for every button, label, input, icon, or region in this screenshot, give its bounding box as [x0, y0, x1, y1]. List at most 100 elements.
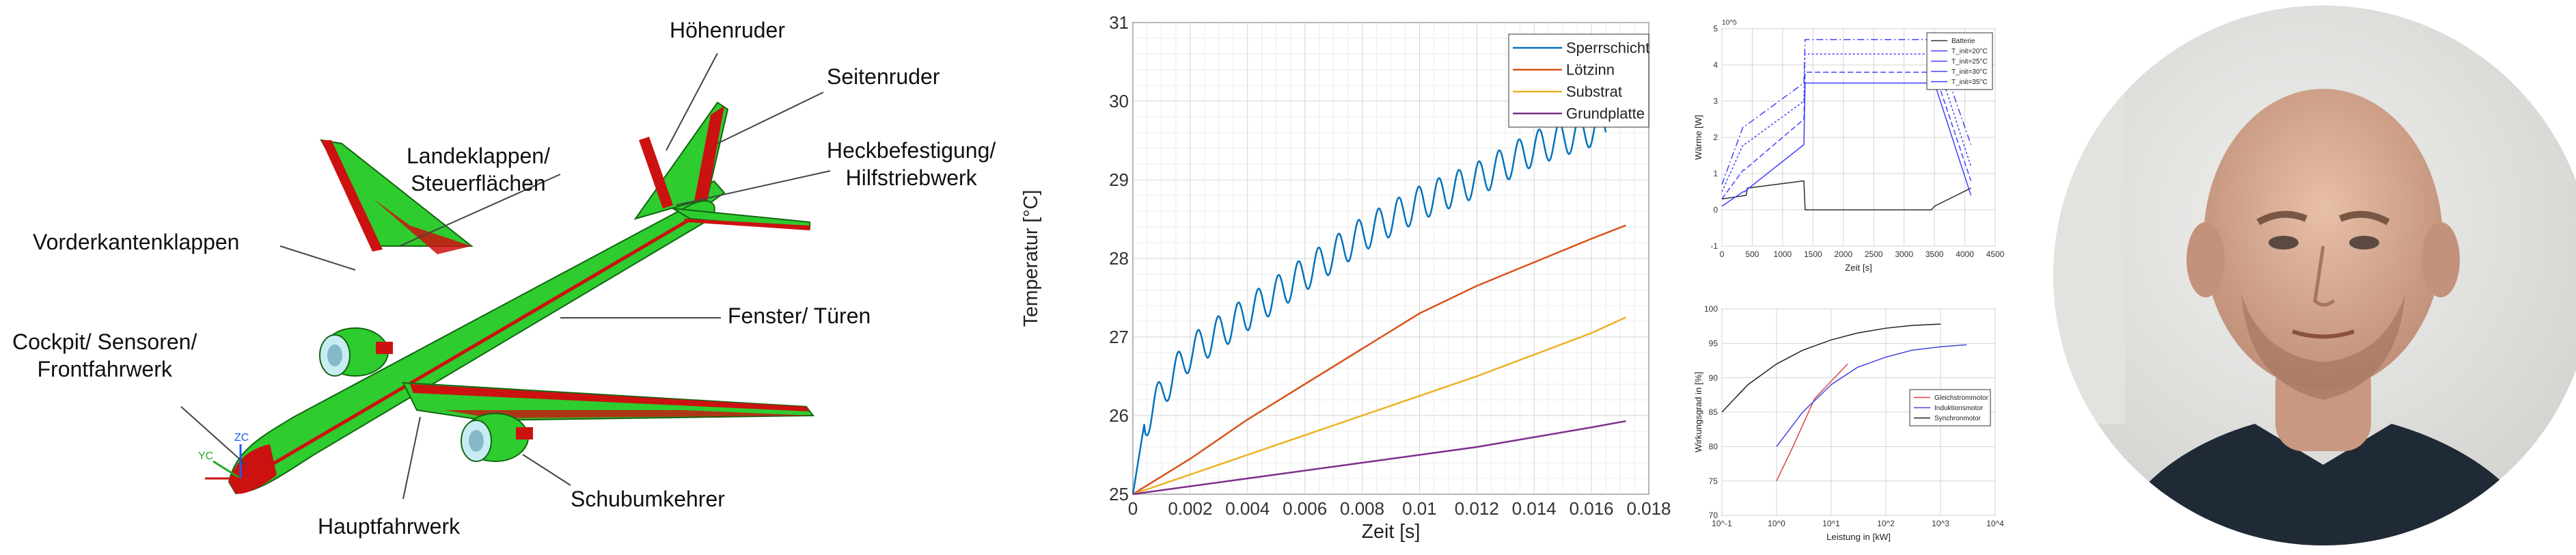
series-line-2: [1132, 224, 1626, 496]
y-tick-label: 100: [1704, 304, 1718, 314]
elevator-top: [639, 137, 673, 208]
temperature-chart: 0 0.002 0.004 0.006 0.008 0.01 0.012 0.014 0.016…: [1020, 12, 1671, 543]
x-tick-label: 4000: [1956, 249, 1974, 259]
x-tick-label: 500: [1745, 249, 1759, 259]
nose: [2313, 245, 2335, 307]
series-line-1: [1776, 364, 1848, 481]
y-tick-label: 0: [1713, 205, 1718, 215]
label-landeklappen-line2: Steuerflächen: [411, 171, 546, 195]
near-wing-flaps: [444, 410, 813, 418]
label-seitenruder: Seitenruder: [827, 64, 940, 89]
y-tick-label: 31: [1109, 12, 1129, 33]
y-tick-label: 2: [1713, 133, 1718, 142]
legend-entry-4: Grundplatte: [1566, 105, 1645, 122]
x-axis-label: Leistung in [kW]: [1826, 532, 1891, 542]
zc-axis-label: ZC: [234, 432, 249, 444]
x-tick-label: 10^3: [1932, 519, 1949, 528]
x-tick-label: 1500: [1804, 249, 1822, 259]
y-tick-label: 5: [1713, 24, 1718, 33]
x-tick-label: 0.002: [1168, 498, 1212, 519]
label-landeklappen: Landeklappen/ Steuerflächen: [407, 142, 550, 197]
x-axis-label: Zeit [s]: [1362, 521, 1421, 543]
x-tick-label: 2000: [1834, 249, 1852, 259]
x-tick-label: 0.018: [1626, 498, 1671, 519]
portrait-photo: [2053, 5, 2576, 545]
y-axis-label: Wirkungsgrad in [%]: [1695, 372, 1703, 452]
series-line-3: [1132, 316, 1626, 496]
x-tick-label: 10^1: [1822, 519, 1840, 528]
legend-entry-3: Synchronmotor: [1934, 415, 1981, 422]
x-tick-label: 3500: [1926, 249, 1944, 259]
x-tick-label: 0.014: [1512, 498, 1557, 519]
near-wing-leading-edge: [410, 384, 810, 411]
legend: Sperrschicht Lötzinn Substrat Grundplatte: [1508, 33, 1649, 128]
portrait-panel: [2029, 0, 2576, 552]
y-tick-label: 29: [1109, 170, 1129, 190]
y-axis-label: Temperatur [°C]: [1020, 190, 1042, 327]
engine-left: [319, 327, 393, 377]
eyebrows: [2256, 211, 2390, 226]
x-tick-label: 0: [1128, 498, 1138, 519]
x-tick-label: 10^-1: [1712, 519, 1732, 528]
legend-entry-2: Lötzinn: [1566, 62, 1615, 79]
y-tick-label: 26: [1109, 405, 1129, 426]
series-line-4: [1132, 420, 1626, 496]
y-tick-label: -1: [1710, 241, 1718, 251]
aircraft-panel: ZC YC Höhenruder Seitenruder Landeklappe…: [0, 0, 1018, 552]
label-fenster-tueren: Fenster/ Türen: [728, 303, 871, 328]
x-tick-label: 3000: [1895, 249, 1913, 259]
x-tick-label: 1000: [1774, 249, 1792, 259]
x-tick-label: 10^2: [1877, 519, 1895, 528]
y-tick-label: 80: [1709, 442, 1718, 452]
efficiency-chart: 10^-1 10^0 10^1 10^2 10^3 10^4 70 75 80 85 90 95 100…: [1693, 304, 2004, 542]
yc-axis-label: YC: [198, 450, 213, 462]
legend-entry-2: T_init=20°C: [1951, 48, 1988, 55]
label-cockpit-line2: Frontfahrwerk: [37, 357, 172, 381]
y-axis-label: Wärme [W]: [1695, 115, 1703, 160]
rudder: [694, 106, 724, 205]
label-landeklappen-line1: Landeklappen/: [407, 144, 550, 168]
x-tick-label: 0: [1720, 249, 1725, 259]
nose-cone: [229, 444, 277, 494]
label-cockpit: Cockpit/ Sensoren/ Frontfahrwerk: [12, 328, 197, 383]
y-tick-label: 70: [1709, 511, 1718, 520]
legend-entry-1: Batterie: [1951, 38, 1975, 45]
efficiency-chart-panel: 10^-1 10^0 10^1 10^2 10^3 10^4 70 75 80 85 90 95 100…: [1693, 294, 2023, 552]
label-schubumkehrer: Schubumkehrer: [571, 487, 725, 511]
legend-entry-3: T_init=25°C: [1951, 58, 1988, 66]
legend-entry-1: Sperrschicht: [1566, 40, 1649, 57]
near-stabilizer-edge: [683, 219, 810, 230]
legend-entry-4: T_init=30°C: [1951, 68, 1988, 76]
yc-axis: [213, 460, 241, 480]
x-axis-label: Zeit [s]: [1845, 262, 1872, 273]
aircraft-illustration: ZC YC: [180, 53, 831, 500]
x-tick-label: 0.006: [1283, 498, 1327, 519]
legend: Batterie T_init=20°C T_init=25°C T_init=30°…: [1926, 32, 1993, 90]
series-line-3: [1721, 323, 1941, 413]
fuselage-stripe: [258, 213, 698, 474]
head: [2204, 89, 2443, 390]
y-tick-label: 90: [1709, 373, 1718, 383]
y-tick-label: 1: [1713, 169, 1718, 178]
label-hoehenruder: Höhenruder: [670, 18, 785, 42]
heat-chart-panel: 0 500 1000 1500 2000 2500 3000 3500 4000 4500 -1 0 1…: [1693, 14, 2023, 287]
y-tick-label: 75: [1709, 476, 1718, 486]
engine-right: [461, 413, 533, 462]
label-heck-line1: Heckbefestigung/: [827, 138, 996, 163]
far-wing-leading-edge: [321, 140, 383, 252]
eye-right: [2349, 236, 2379, 249]
beard: [2241, 294, 2405, 400]
label-heckbefestigung: Heckbefestigung/ Hilfstriebwerk: [827, 137, 996, 191]
x-tick-label: 0.008: [1340, 498, 1384, 519]
y-tick-label: 3: [1713, 96, 1718, 106]
series-line-2: [1776, 344, 1967, 447]
y-tick-label: 25: [1109, 484, 1129, 504]
y-exponent-label: 10^5: [1722, 19, 1737, 27]
temperature-chart-panel: 0 0.002 0.004 0.006 0.008 0.01 0.012 0.014 0.016…: [1018, 0, 1681, 552]
legend-box: [1508, 33, 1649, 128]
y-tick-label: 30: [1109, 91, 1129, 111]
y-tick-label: 27: [1109, 327, 1129, 347]
legend-entry-3: Substrat: [1566, 83, 1622, 100]
label-hauptfahrwerk: Hauptfahrwerk: [318, 514, 461, 539]
label-vorderkantenklappen: Vorderkantenklappen: [33, 230, 240, 254]
